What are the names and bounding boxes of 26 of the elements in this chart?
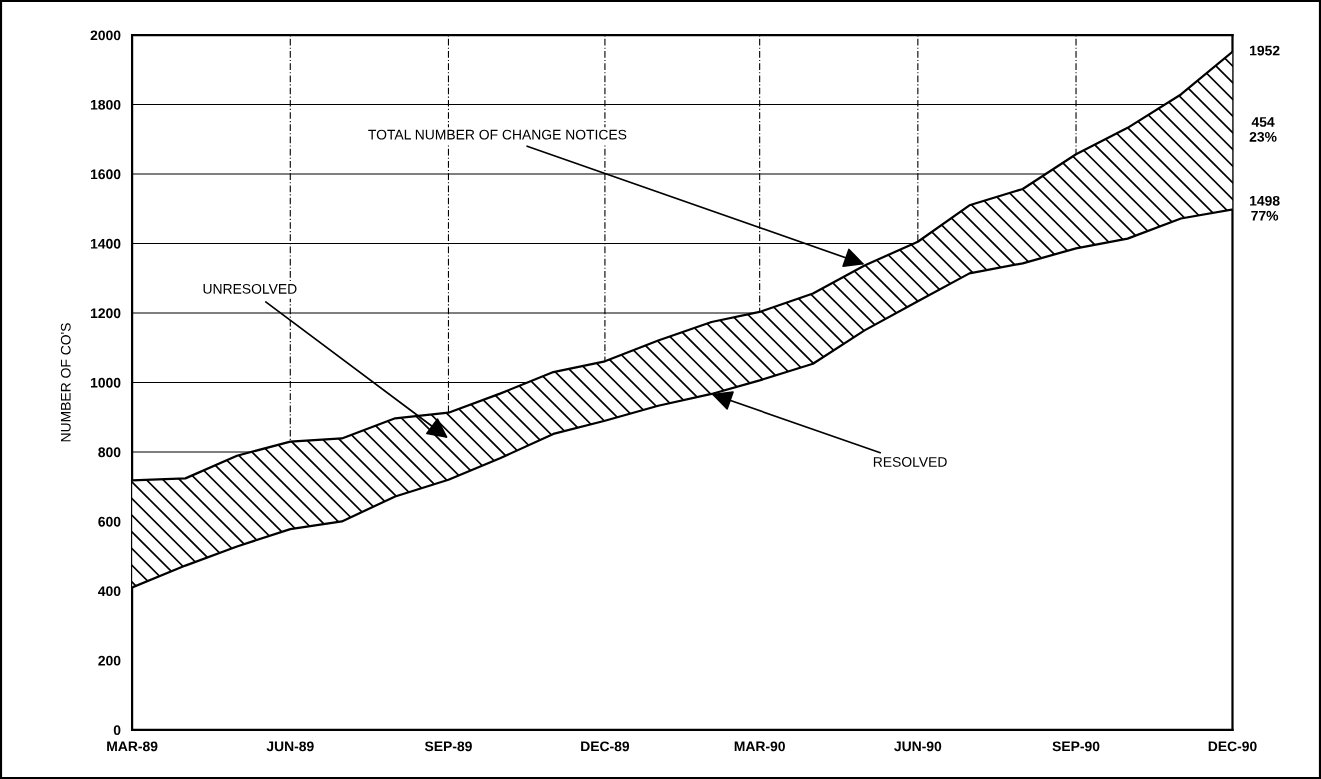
annotation: 1498 77% <box>1250 195 1280 221</box>
y-tick-label: 2000 <box>90 30 121 41</box>
x-tick-label: JUN-89 <box>266 741 314 752</box>
x-tick-label: JUN-90 <box>894 741 942 752</box>
y-tick-label: 1800 <box>90 99 121 110</box>
x-tick-label: DEC-90 <box>1208 741 1257 752</box>
y-tick-label: 600 <box>98 516 121 527</box>
y-tick-label: 0 <box>113 725 121 736</box>
annotation: UNRESOLVED <box>203 283 297 294</box>
x-tick-label: SEP-90 <box>1052 741 1100 752</box>
annotation: RESOLVED <box>873 456 947 467</box>
y-tick-label: 1400 <box>90 238 121 249</box>
y-tick-label: 1000 <box>90 377 121 388</box>
x-tick-label: MAR-90 <box>734 741 785 752</box>
annotation: 1952 <box>1250 45 1280 56</box>
y-tick-label: 800 <box>98 447 121 458</box>
x-tick-label: DEC-89 <box>581 741 630 752</box>
y-tick-label: 400 <box>98 586 121 597</box>
annotation: 454 23% <box>1249 117 1277 142</box>
y-tick-label: 1600 <box>90 169 121 180</box>
y-tick-label: 200 <box>98 655 121 666</box>
annotation: TOTAL NUMBER OF CHANGE NOTICES <box>368 129 627 140</box>
x-tick-label: MAR-89 <box>107 741 158 752</box>
y-axis-title: NUMBER OF CO'S <box>60 323 71 442</box>
x-tick-label: SEP-89 <box>424 741 472 752</box>
y-tick-label: 1200 <box>90 308 121 319</box>
